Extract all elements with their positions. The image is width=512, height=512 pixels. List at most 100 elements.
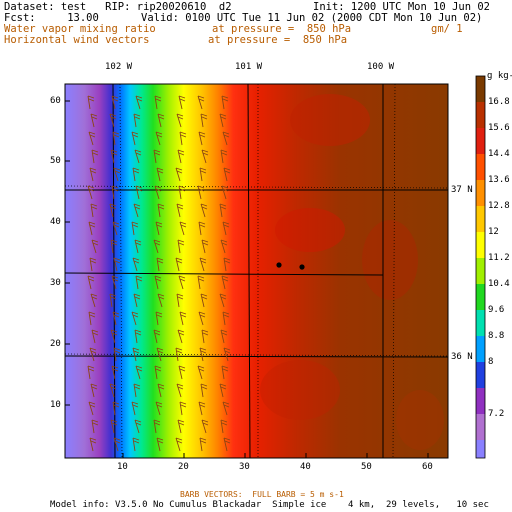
wind-barb [153, 239, 161, 254]
wind-barb [135, 95, 143, 110]
lon-label-102w: 102 W [105, 62, 133, 72]
wind-barb [131, 221, 139, 236]
wind-barb [131, 311, 139, 326]
wind-barb [89, 257, 97, 272]
wind-barb [132, 257, 140, 272]
wind-barb [179, 311, 187, 326]
wind-barb [112, 221, 120, 236]
field1-units: gm/ 1 [431, 23, 463, 35]
wind-barb [90, 383, 98, 398]
wind-barb [110, 239, 118, 254]
wind-barb [223, 437, 231, 452]
y-tick-label: 30 [50, 278, 61, 288]
x-tick-label: 30 [239, 462, 250, 472]
wind-barb [113, 167, 121, 182]
wind-barb [111, 185, 119, 200]
colorbar-label: 12.8 [488, 201, 510, 211]
wind-barb [134, 239, 142, 254]
wind-barb [219, 203, 227, 218]
wind-barb [177, 419, 185, 434]
wind-barb [219, 113, 227, 128]
wind-barb [176, 203, 184, 218]
wind-barb [133, 383, 141, 398]
wind-barb [88, 131, 96, 146]
wind-barb [109, 293, 117, 308]
wind-barb [179, 131, 187, 146]
wind-barb [197, 185, 205, 200]
plot-frame [64, 83, 449, 459]
wind-barb [113, 437, 121, 452]
wind-barb [198, 131, 206, 146]
colorbar-label: 14.4 [488, 149, 510, 159]
wind-barb [89, 347, 97, 362]
x-tick-label: 40 [300, 462, 311, 472]
wind-barb [135, 365, 143, 380]
y-tick-label: 50 [50, 156, 61, 166]
wind-barb [87, 95, 95, 110]
wind-barb [222, 401, 230, 416]
wind-barb [135, 275, 143, 290]
wind-barb [175, 257, 183, 272]
y-tick-label: 60 [50, 96, 61, 106]
wind-barbs [87, 95, 231, 452]
dataset-label: Dataset: test RIP: rip20020610 d2 [4, 1, 232, 13]
wind-barb [198, 311, 206, 326]
wind-barb [199, 257, 207, 272]
wind-barb [87, 185, 95, 200]
wind-barb [155, 311, 163, 326]
wind-barb [177, 329, 185, 344]
colorbar-label: 11.2 [488, 253, 510, 263]
wind-barb [199, 167, 207, 182]
wind-barb [135, 185, 143, 200]
x-tick-label: 10 [117, 462, 128, 472]
wind-barb [222, 131, 230, 146]
wind-barb [112, 401, 120, 416]
wind-barb [222, 221, 230, 236]
wind-barb [91, 239, 99, 254]
wind-barb [132, 437, 140, 452]
wind-barb [131, 401, 139, 416]
wind-barb [111, 275, 119, 290]
x-tick-label: 50 [361, 462, 372, 472]
wind-barb [157, 293, 165, 308]
colorbar-label: 16.8 [488, 97, 510, 107]
wind-barb [132, 167, 140, 182]
wind-barb [110, 149, 118, 164]
wind-barb [113, 347, 121, 362]
axis-ticks [65, 100, 429, 458]
valid-label: Valid: 0100 UTC Tue 11 Jun 02 (2000 CDT … [141, 12, 483, 24]
wind-barb [223, 257, 231, 272]
wind-barb [134, 419, 142, 434]
wind-barb [177, 239, 185, 254]
wind-barb [155, 131, 163, 146]
wind-barb [109, 383, 117, 398]
colorbar-label: 12 [488, 227, 499, 237]
station-dot [299, 264, 305, 270]
wind-barb [89, 437, 97, 452]
wind-barb [154, 95, 162, 110]
colorbar-label: 8.8 [488, 331, 505, 341]
wind-barb [134, 149, 142, 164]
wind-barb [156, 167, 164, 182]
wind-barb [222, 311, 230, 326]
wind-barb [175, 437, 183, 452]
wind-barb [176, 113, 184, 128]
wind-barb [156, 437, 164, 452]
field2-level: at pressure = 850 hPa [208, 34, 348, 46]
wind-barb [176, 383, 184, 398]
wind-barb [132, 347, 140, 362]
wind-barb [155, 401, 163, 416]
wind-barb [154, 365, 162, 380]
wind-barb [89, 167, 97, 182]
wind-barb [198, 221, 206, 236]
graticule [64, 83, 449, 459]
lon-label-100w: 100 W [367, 62, 395, 72]
wind-barb [221, 365, 229, 380]
wind-barb [219, 293, 227, 308]
station-dot [276, 262, 282, 268]
wind-barb [157, 113, 165, 128]
wind-barb [109, 203, 117, 218]
colorbar [475, 75, 486, 459]
fcst-label: Fcst: 13.00 [4, 12, 99, 24]
